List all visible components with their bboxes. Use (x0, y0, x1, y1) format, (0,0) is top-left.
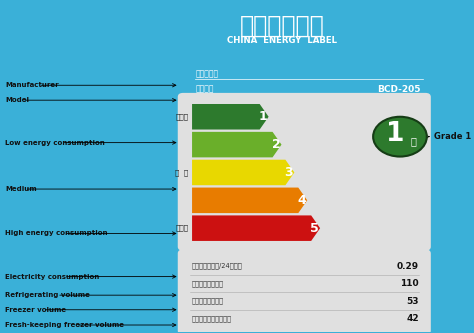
Polygon shape (192, 104, 269, 130)
Text: 中国能效标识: 中国能效标识 (240, 14, 325, 38)
Text: 3: 3 (285, 166, 293, 179)
Text: 53: 53 (406, 297, 419, 306)
Text: Low energy consumption: Low energy consumption (5, 140, 105, 146)
Text: 5: 5 (310, 222, 319, 235)
Text: Model: Model (5, 97, 29, 103)
Text: Grade 1: Grade 1 (434, 132, 471, 141)
Polygon shape (192, 132, 282, 158)
Text: Freezer volume: Freezer volume (5, 307, 66, 313)
Text: 2: 2 (272, 138, 281, 151)
Text: BCD-205: BCD-205 (377, 85, 421, 94)
Text: 耗能高: 耗能高 (175, 225, 189, 231)
Text: 耗能低: 耗能低 (175, 114, 189, 120)
Text: Refrigerating volume: Refrigerating volume (5, 292, 90, 298)
Text: 中  等: 中 等 (175, 169, 189, 176)
Text: 4: 4 (298, 194, 306, 207)
Text: 0.29: 0.29 (397, 262, 419, 271)
Text: 规格型号: 规格型号 (195, 85, 214, 94)
Text: Medium: Medium (5, 186, 37, 192)
Text: 1: 1 (386, 121, 405, 147)
Text: 1: 1 (259, 110, 268, 123)
Text: Manufacturer: Manufacturer (5, 82, 59, 88)
FancyBboxPatch shape (178, 93, 431, 251)
Text: 冷冻室容积（升）: 冷冻室容积（升） (191, 298, 223, 304)
FancyBboxPatch shape (178, 249, 431, 333)
Polygon shape (192, 160, 294, 185)
Text: 110: 110 (400, 279, 419, 288)
Polygon shape (192, 187, 307, 213)
Text: Fresh-keeping freezer volume: Fresh-keeping freezer volume (5, 322, 124, 328)
Text: Electricity consumption: Electricity consumption (5, 274, 100, 280)
Text: 级: 级 (410, 136, 416, 146)
Text: High energy consumption: High energy consumption (5, 230, 108, 236)
Circle shape (373, 117, 427, 157)
Polygon shape (192, 215, 320, 241)
Text: 42: 42 (406, 314, 419, 323)
Text: 冷藏室容积（升）: 冷藏室容积（升） (191, 280, 223, 287)
Text: 耗电量（千瓦时/24小时）: 耗电量（千瓦时/24小时） (191, 263, 242, 269)
Text: 保鲜冷冻室容积（升）: 保鲜冷冻室容积（升） (191, 315, 231, 322)
Text: 生产者名称: 生产者名称 (195, 70, 219, 79)
Text: CHINA  ENERGY  LABEL: CHINA ENERGY LABEL (228, 36, 337, 45)
